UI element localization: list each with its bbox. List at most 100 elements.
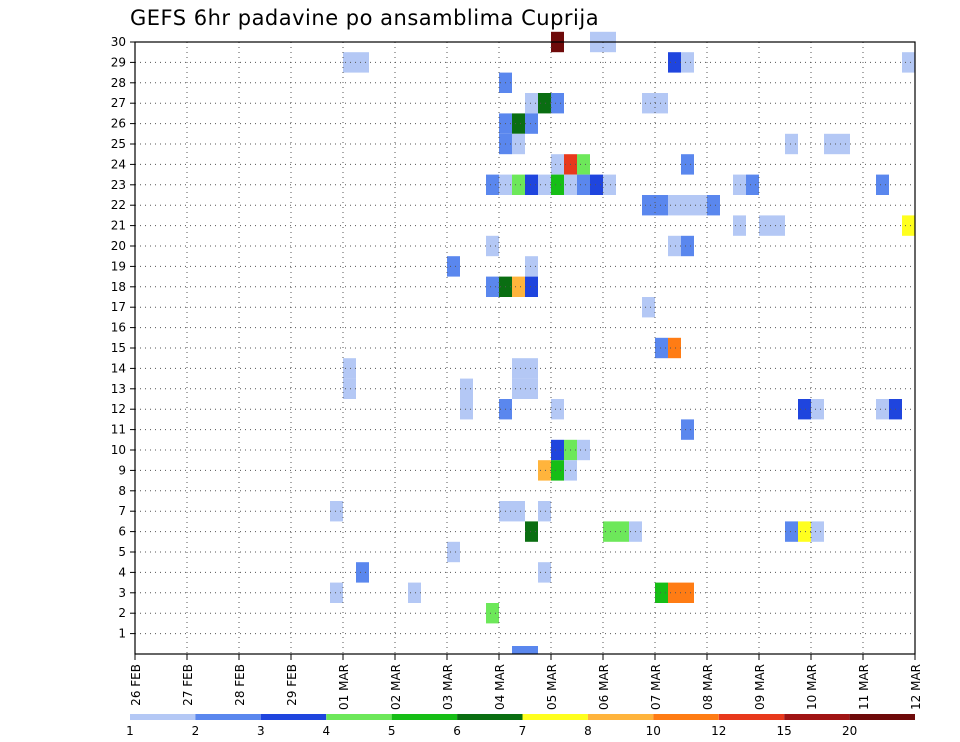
heatmap-cell [538, 562, 551, 583]
colorbar-segment [587, 714, 654, 720]
x-tick-label: 10 MAR [805, 664, 819, 710]
colorbar-segment [260, 714, 327, 720]
x-tick-label: 29 FEB [285, 664, 299, 706]
heatmap-cell [785, 133, 798, 155]
heatmap-cell [811, 399, 824, 420]
colorbar-segment [391, 714, 458, 720]
heatmap-cell [512, 113, 525, 134]
heatmap-cell [837, 133, 850, 155]
y-tick-label: 8 [118, 484, 126, 498]
heatmap-cell [330, 582, 343, 603]
y-tick-label: 3 [118, 586, 126, 600]
heatmap-cell [525, 256, 538, 277]
y-tick-label: 2 [118, 606, 126, 620]
heatmap-cell [525, 646, 538, 654]
heatmap-cell [785, 521, 798, 542]
heatmap-cell [681, 154, 694, 175]
colorbar-segment [326, 714, 392, 720]
heatmap-cell [746, 174, 759, 195]
x-tick-label: 27 FEB [181, 664, 195, 706]
heatmap-cell [512, 646, 525, 654]
y-tick-label: 26 [111, 117, 126, 131]
y-tick-label: 15 [111, 341, 126, 355]
colorbar-label: 12 [711, 724, 726, 738]
heatmap-cell [681, 195, 694, 216]
colorbar-segment [130, 714, 196, 720]
heatmap-cell [902, 52, 915, 73]
heatmap-cell [538, 501, 551, 522]
heatmap-cell [486, 235, 499, 257]
heatmap-cell [343, 378, 356, 399]
y-tick-label: 14 [111, 361, 126, 375]
y-tick-label: 24 [111, 157, 126, 171]
x-tick-label: 12 MAR [909, 664, 923, 710]
heatmap-cell [603, 174, 616, 195]
x-tick-label: 06 MAR [597, 664, 611, 710]
y-tick-label: 13 [111, 382, 126, 396]
heatmap-cell [525, 93, 538, 114]
colorbar-label: 1 [126, 724, 134, 738]
heatmap-cell [408, 582, 421, 603]
colorbar-label: 6 [453, 724, 461, 738]
heatmap-cell [447, 541, 460, 563]
x-tick-label: 01 MAR [337, 664, 351, 710]
heatmap-cell [538, 460, 551, 481]
heatmap-cell [512, 276, 525, 297]
heatmap-cell [733, 174, 746, 195]
y-tick-label: 19 [111, 259, 126, 273]
heatmap-cell [512, 378, 525, 399]
heatmap-cell [551, 460, 564, 481]
heatmap-cell [512, 358, 525, 379]
heatmap-cell [486, 276, 499, 297]
heatmap-cell [798, 399, 811, 420]
heatmap-cell [356, 52, 369, 73]
y-tick-label: 28 [111, 76, 126, 90]
colorbar-label: 15 [777, 724, 792, 738]
y-tick-label: 10 [111, 443, 126, 457]
colorbar-label: 20 [842, 724, 857, 738]
heatmap-cell [668, 337, 681, 359]
y-tick-label: 22 [111, 198, 126, 212]
y-tick-label: 30 [111, 35, 126, 49]
colorbar-segment [457, 714, 523, 720]
heatmap-cell [811, 521, 824, 542]
heatmap-cell [902, 215, 915, 236]
heatmap-cell [356, 562, 369, 583]
colorbar-segment [195, 714, 261, 720]
y-tick-label: 18 [111, 280, 126, 294]
colorbar-segment [718, 714, 785, 720]
heatmap-cell [512, 133, 525, 155]
heatmap-cell [512, 501, 525, 522]
y-tick-label: 5 [118, 545, 126, 559]
heatmap-cell [447, 256, 460, 277]
x-tick-label: 04 MAR [493, 664, 507, 710]
colorbar-label: 7 [519, 724, 527, 738]
chart-title: GEFS 6hr padavine po ansamblima Cuprija [130, 6, 600, 30]
x-tick-label: 03 MAR [441, 664, 455, 710]
heatmap-cell [603, 521, 616, 542]
colorbar-segment [849, 714, 915, 720]
colorbar-label: 3 [257, 724, 265, 738]
y-tick-label: 27 [111, 96, 126, 110]
heatmap-cell [577, 154, 590, 175]
heatmap-cell [460, 399, 473, 420]
heatmap-cell [486, 603, 499, 624]
colorbar-label: 2 [192, 724, 200, 738]
heatmap-cell [668, 52, 681, 73]
heatmap-cell [668, 195, 681, 216]
x-tick-label: 11 MAR [857, 664, 871, 710]
x-tick-label: 08 MAR [701, 664, 715, 710]
heatmap-cell [551, 174, 564, 195]
heatmap-cell [577, 439, 590, 461]
heatmap-cell [343, 52, 356, 73]
heatmap-cell [642, 195, 655, 216]
heatmap-cell [733, 215, 746, 236]
y-tick-label: 23 [111, 178, 126, 192]
y-tick-label: 20 [111, 239, 126, 253]
colorbar-label: 10 [646, 724, 661, 738]
heatmap-cell [525, 358, 538, 379]
colorbar-label: 5 [388, 724, 396, 738]
x-tick-label: 28 FEB [233, 664, 247, 706]
colorbar-label: 4 [322, 724, 330, 738]
